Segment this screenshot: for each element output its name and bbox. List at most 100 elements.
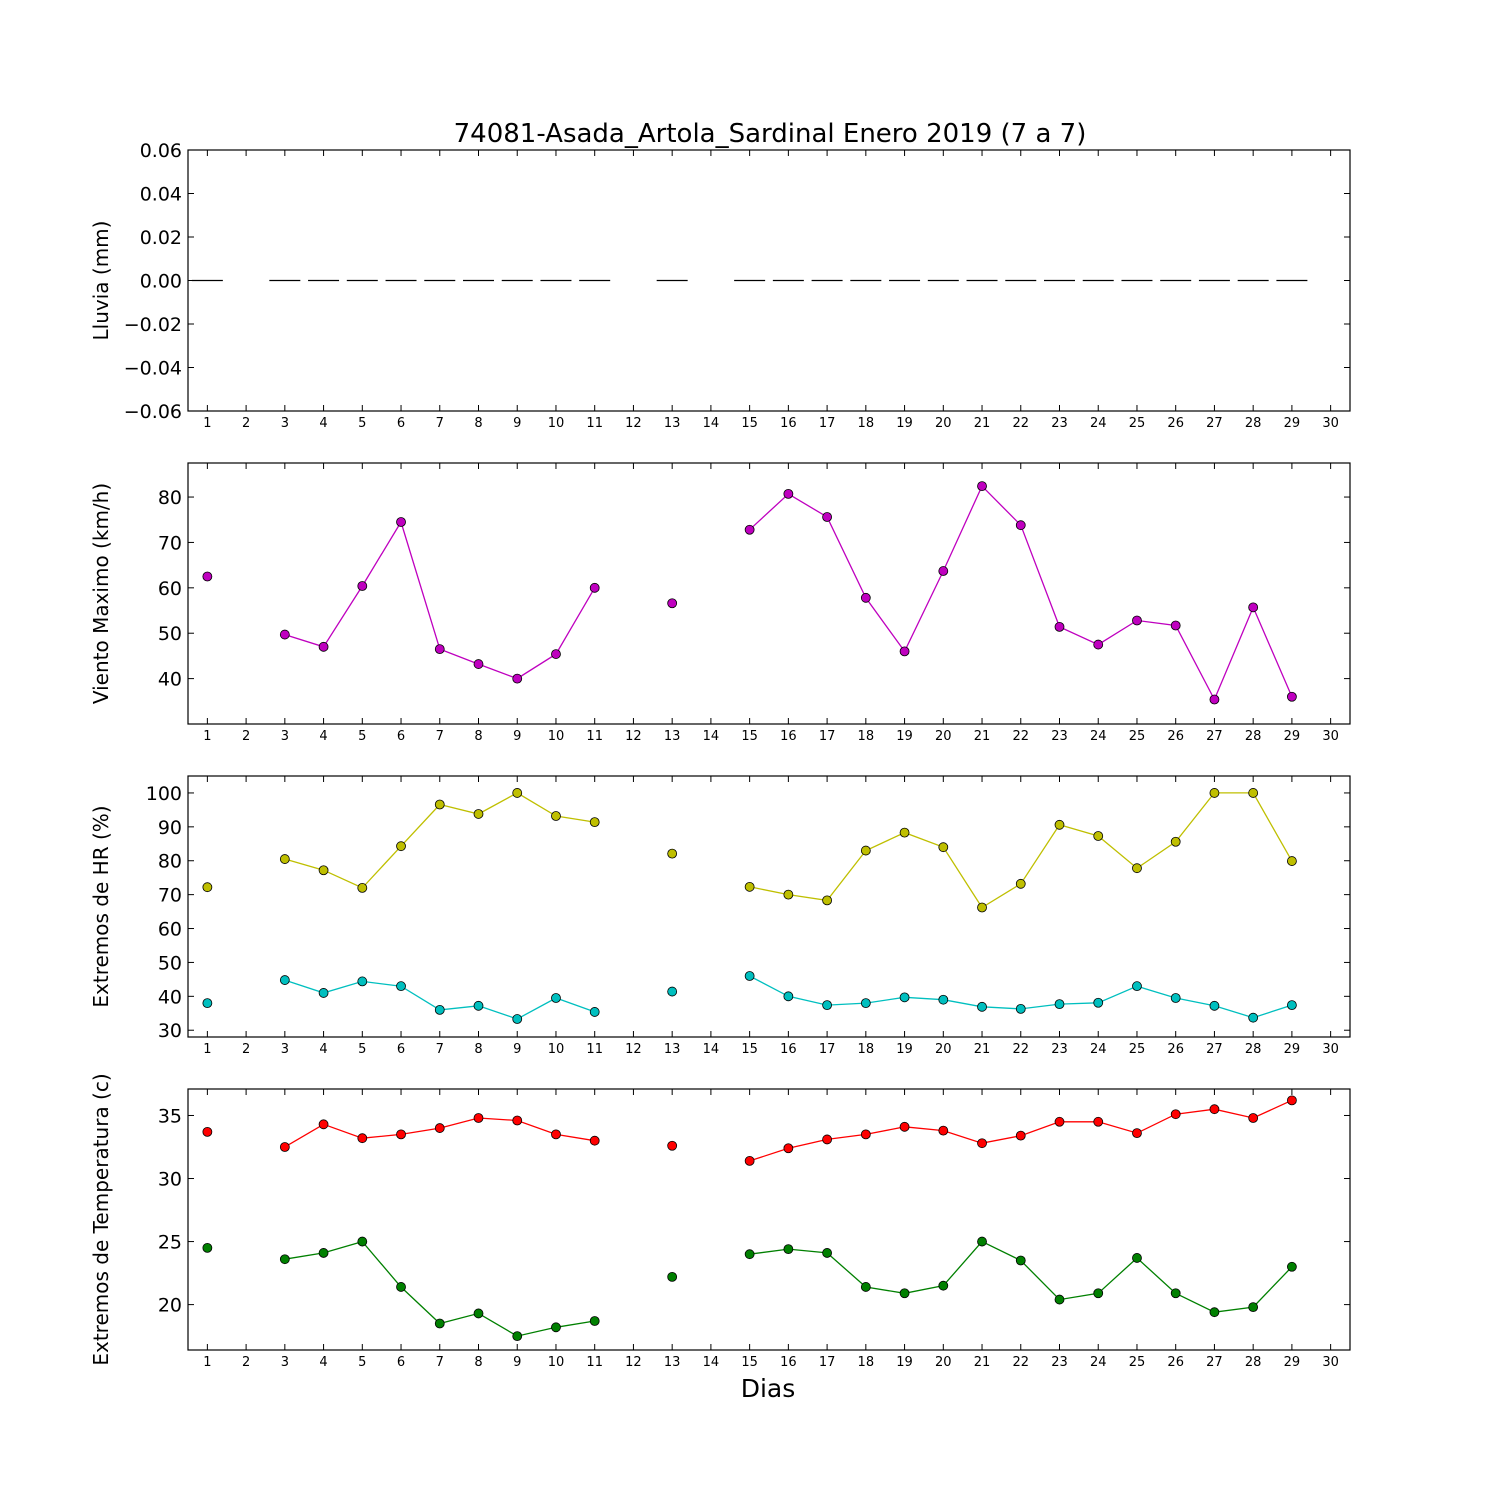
x-tick-label: 17 <box>819 416 836 431</box>
x-tick-label: 28 <box>1245 416 1262 431</box>
series-1 <box>202 1095 1297 1166</box>
data-point <box>434 1123 445 1133</box>
x-tick-label: 1 <box>203 729 211 744</box>
x-tick-label: 29 <box>1284 1042 1301 1057</box>
x-tick-label: 2 <box>242 416 250 431</box>
x-tick-label: 22 <box>1012 1042 1029 1057</box>
x-tick-label: 21 <box>974 1042 991 1057</box>
panel-1: −0.06−0.04−0.020.000.020.040.061 2 3 4 5 6 7 8 9… <box>89 140 1351 431</box>
x-tick-label: 15 <box>741 1355 758 1370</box>
x-tick-label: 7 <box>436 1355 444 1370</box>
x-tick-label: 30 <box>1322 416 1339 431</box>
y-tick-label: 0.06 <box>140 140 182 162</box>
x-tick-label: 6 <box>397 416 405 431</box>
x-tick-label: 9 <box>513 1355 521 1370</box>
x-tick-label: 11 <box>586 1042 603 1057</box>
x-tick-label: 26 <box>1167 1042 1184 1057</box>
x-tick-label: 14 <box>703 1042 720 1057</box>
x-tick-label: 24 <box>1090 729 1107 744</box>
data-point <box>1248 602 1259 613</box>
x-tick-label: 19 <box>896 416 913 431</box>
data-point <box>1093 639 1104 650</box>
series-2 <box>202 1236 1297 1342</box>
x-tick-label: 20 <box>935 1355 952 1370</box>
x-tick-label: 12 <box>625 1355 642 1370</box>
x-tick-label: 13 <box>664 1355 681 1370</box>
data-point <box>473 1113 484 1123</box>
data-point <box>1248 1012 1259 1023</box>
y-tick-label: −0.04 <box>124 358 182 380</box>
series-line <box>749 792 1293 909</box>
x-tick-label: 25 <box>1129 1355 1146 1370</box>
x-tick-label: 8 <box>474 729 482 744</box>
x-tick-label: 18 <box>858 1355 875 1370</box>
data-point <box>1054 1294 1065 1305</box>
data-point <box>202 998 213 1009</box>
x-tick-label: 5 <box>358 1042 366 1057</box>
data-point <box>512 1014 523 1024</box>
x-tick-label: 3 <box>281 1042 289 1057</box>
x-tick-label: 1 <box>203 1042 211 1057</box>
data-point <box>938 994 949 1005</box>
data-point <box>1015 1255 1026 1266</box>
x-tick-label: 7 <box>436 729 444 744</box>
data-point <box>589 1316 600 1326</box>
x-tick-label: 30 <box>1322 1042 1339 1057</box>
y-tick-label: −0.06 <box>124 401 182 423</box>
x-tick-label: 15 <box>741 1042 758 1057</box>
data-point <box>1054 621 1065 632</box>
data-point <box>1209 1307 1220 1318</box>
y-tick-label: 35 <box>158 1105 182 1127</box>
data-point <box>473 1308 484 1319</box>
x-tick-label: 18 <box>858 1042 875 1057</box>
data-point <box>1132 1253 1142 1263</box>
data-point <box>1248 1113 1259 1123</box>
data-point <box>357 581 368 591</box>
x-tick-label: 14 <box>703 416 720 431</box>
data-point <box>667 598 678 609</box>
x-tick-label: 20 <box>935 416 952 431</box>
y-tick-label: 50 <box>158 952 182 974</box>
x-tick-label: 29 <box>1284 416 1301 431</box>
data-point <box>899 1121 910 1132</box>
data-point <box>357 882 368 893</box>
data-point <box>202 1126 213 1137</box>
y-axis-label: Extremos de HR (%) <box>89 805 113 1007</box>
data-point <box>551 1322 561 1333</box>
x-tick-label: 8 <box>474 416 482 431</box>
data-point <box>783 488 794 499</box>
data-point <box>551 811 561 821</box>
data-point <box>1132 863 1142 874</box>
x-tick-label: 10 <box>548 416 565 431</box>
x-tick-label: 15 <box>741 729 758 744</box>
y-tick-label: 80 <box>158 851 182 873</box>
plot-frame <box>187 775 1351 1038</box>
data-point <box>279 1142 290 1152</box>
data-point <box>551 649 561 659</box>
x-tick-label: 22 <box>1012 416 1029 431</box>
x-tick-label: 1 <box>203 1355 211 1370</box>
series-2 <box>202 971 1297 1024</box>
x-tick-label: 27 <box>1206 1042 1223 1057</box>
plot-frame <box>187 1088 1351 1351</box>
y-tick-label: 90 <box>158 817 182 839</box>
data-point <box>279 975 290 985</box>
y-tick-label: 30 <box>158 1020 182 1042</box>
x-tick-label: 24 <box>1090 1355 1107 1370</box>
series-1 <box>202 481 1297 705</box>
data-point <box>1093 1288 1104 1299</box>
data-point <box>1209 1104 1220 1115</box>
y-tick-label: 70 <box>158 885 182 907</box>
data-point <box>279 1254 290 1265</box>
x-tick-label: 10 <box>548 729 565 744</box>
x-tick-label: 28 <box>1245 1042 1262 1057</box>
data-point <box>318 641 329 652</box>
data-point <box>1015 1130 1026 1141</box>
data-point <box>822 1000 832 1011</box>
data-point <box>1054 1116 1065 1127</box>
data-point <box>899 992 910 1003</box>
data-point <box>551 1129 561 1140</box>
data-point <box>202 882 213 893</box>
data-point <box>783 1244 794 1255</box>
